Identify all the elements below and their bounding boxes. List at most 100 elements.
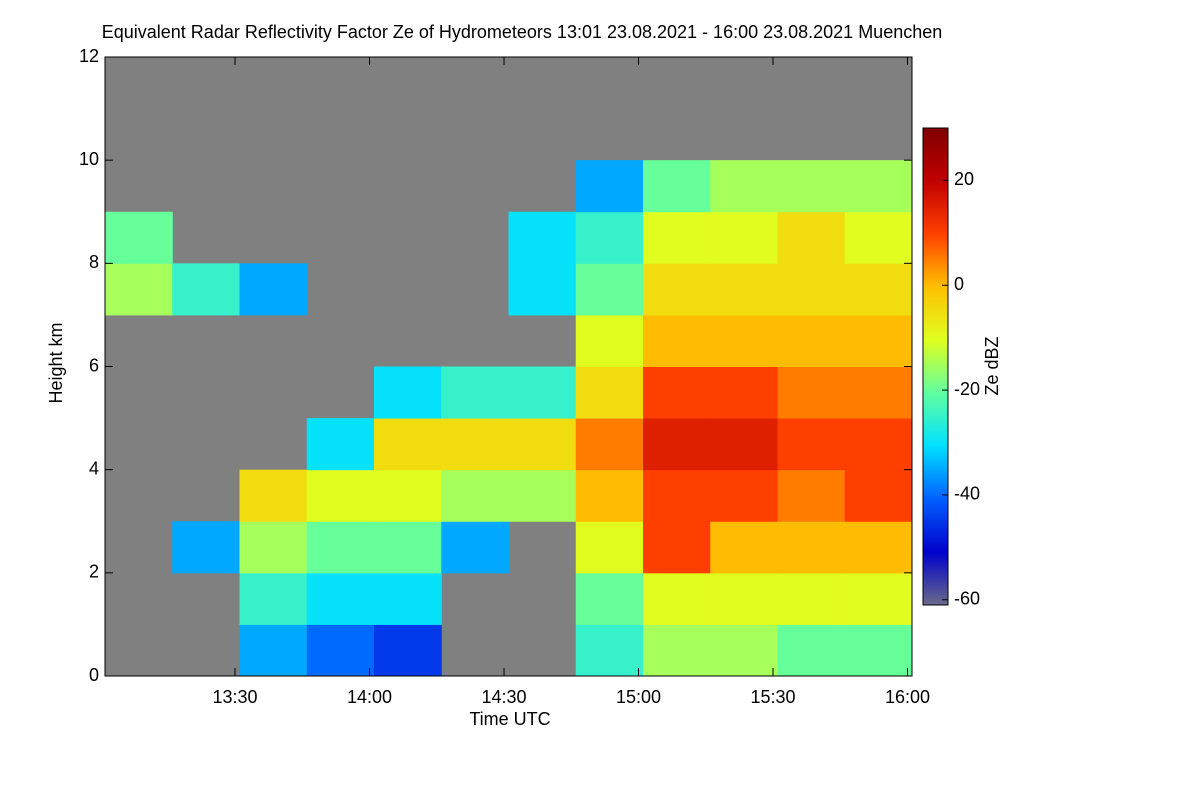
heatmap-cell [239,469,308,522]
y-tick-label: 0 [89,665,99,685]
heatmap-cell [777,521,846,574]
colorbar-label: Ze dBZ [982,336,1002,395]
heatmap-cell [575,263,644,316]
heatmap-cell [844,572,913,625]
heatmap-cell [643,521,711,574]
heatmap-cell [643,624,711,677]
heatmap-cell [239,521,308,574]
y-axis-label: Height km [46,322,66,403]
heatmap-cell [777,263,846,316]
heatmap-cell [239,572,308,625]
colorbar-tick-label: -20 [954,379,980,399]
heatmap-cell [710,418,778,471]
heatmap-cell [239,624,308,677]
heatmap-cell [844,521,913,574]
heatmap-cell [575,366,644,419]
heatmap-cell [172,263,240,316]
heatmap-cell [844,211,913,264]
heatmap-cell [710,211,778,264]
x-tick-label: 14:30 [481,687,526,707]
colorbar-tick-label: 0 [954,274,964,294]
heatmap-cell [441,469,509,522]
y-tick-label: 10 [79,149,99,169]
heatmap-cell [508,263,577,316]
heatmap-cell [777,366,846,419]
heatmap-cell [643,211,711,264]
heatmap-cell [710,624,778,677]
heatmap-cell [306,521,375,574]
heatmap-cell [777,314,846,367]
heatmap-cell [710,314,778,367]
heatmap-cell [710,572,778,625]
heatmap-cell [777,160,846,213]
heatmap-cell [643,469,711,522]
heatmap-cell [575,160,644,213]
heatmap-cell [643,263,711,316]
heatmap-cell [306,572,375,625]
x-tick-label: 13:30 [212,687,257,707]
heatmap-cell [508,211,577,264]
heatmap-cell [575,624,644,677]
heatmap-cell [441,521,509,574]
heatmap-cell [575,469,644,522]
chart-title: Equivalent Radar Reflectivity Factor Ze … [102,22,943,42]
heatmap-cell [306,469,375,522]
heatmap-cell [777,211,846,264]
heatmap-cell [844,469,913,522]
heatmap-cell [844,366,913,419]
heatmap-cell [844,624,913,677]
heatmap-cell [575,211,644,264]
y-tick-label: 12 [79,46,99,66]
y-tick-label: 4 [89,458,99,478]
heatmap-cell [508,469,577,522]
colorbar [922,127,949,606]
heatmap-cell [844,263,913,316]
heatmap-cell [710,366,778,419]
heatmap-cell [710,263,778,316]
heatmap-cell [508,418,577,471]
x-tick-label: 15:00 [616,687,661,707]
heatmap-cell [374,624,442,677]
heatmap-cell [643,572,711,625]
heatmap-cell [643,418,711,471]
heatmap-cell [844,314,913,367]
heatmap-cell [844,160,913,213]
heatmap-cell [441,418,509,471]
heatmap-cell [710,469,778,522]
colorbar-tick-label: -40 [954,484,980,504]
heatmap-cell [374,366,442,419]
heatmap-cell [374,418,442,471]
heatmap-cell [710,521,778,574]
y-tick-label: 8 [89,252,99,272]
colorbar-tick-label: -60 [954,589,980,609]
heatmap-cell [575,572,644,625]
x-tick-label: 14:00 [347,687,392,707]
heatmap-cell [105,263,173,316]
heatmap-cell [508,366,577,419]
heatmap-cell [441,366,509,419]
heatmap-cell [306,418,375,471]
heatmap-cell [777,624,846,677]
heatmap-cell [374,572,442,625]
heatmap-cell [105,211,173,264]
y-tick-label: 2 [89,562,99,582]
heatmap-cell [374,521,442,574]
x-tick-label: 16:00 [885,687,930,707]
heatmap-cell [643,366,711,419]
y-tick-label: 6 [89,355,99,375]
heatmap-cell [777,418,846,471]
heatmap-cell [777,469,846,522]
heatmap-cell [575,314,644,367]
x-axis-label: Time UTC [469,709,550,729]
heatmap-cell [643,160,711,213]
heatmap-cell [575,418,644,471]
heatmap-cell [306,624,375,677]
heatmap-cell [777,572,846,625]
heatmap-cell [643,314,711,367]
heatmap-cell [844,418,913,471]
heatmap-cell [710,160,778,213]
heatmap-cell [239,263,308,316]
heatmap-cell [374,469,442,522]
colorbar-tick-label: 20 [954,169,974,189]
